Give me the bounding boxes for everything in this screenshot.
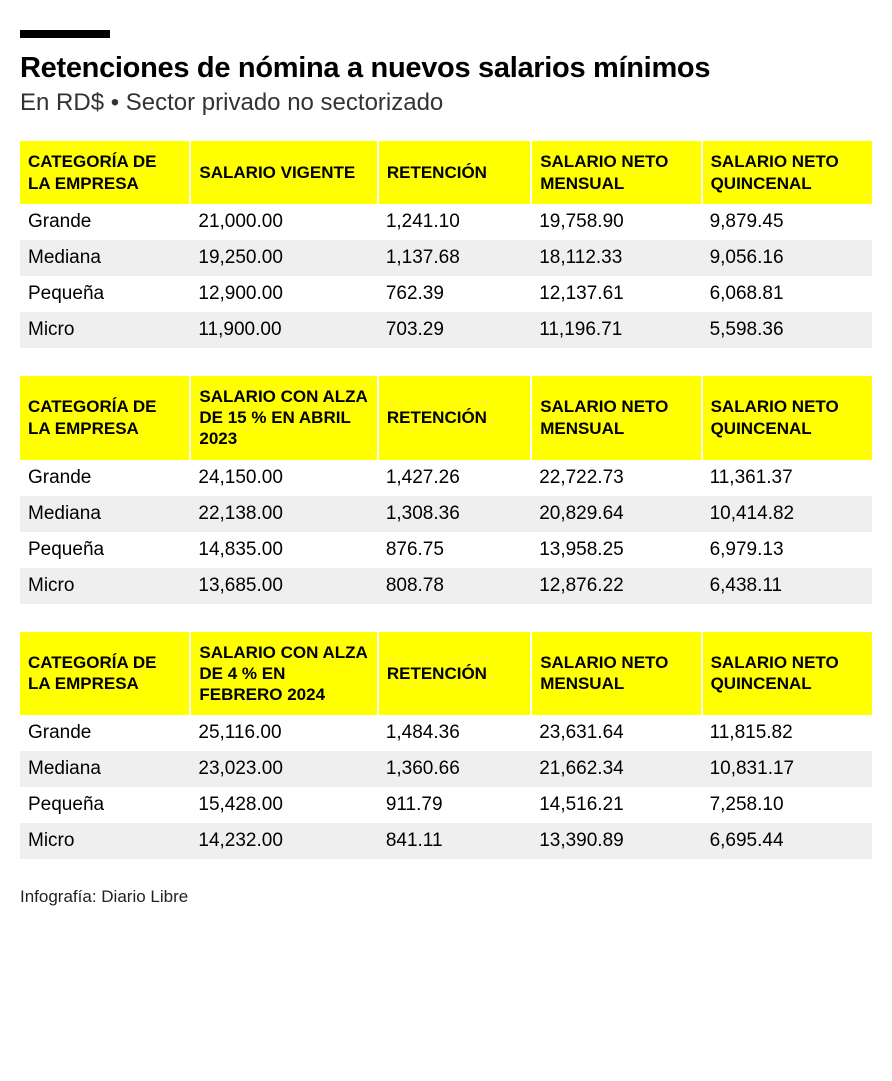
salary-table-2: CATEGORÍA DE LA EMPRESASALARIO CON ALZA … (20, 632, 872, 860)
value-cell: 15,428.00 (190, 787, 377, 823)
value-cell: 12,876.22 (531, 568, 701, 604)
value-cell: 6,979.13 (702, 532, 872, 568)
value-cell: 18,112.33 (531, 240, 701, 276)
value-cell: 25,116.00 (190, 715, 377, 751)
column-header: SALARIO NETO QUINCENAL (702, 376, 872, 460)
table-row: Mediana22,138.001,308.3620,829.6410,414.… (20, 496, 872, 532)
column-header: CATEGORÍA DE LA EMPRESA (20, 141, 190, 204)
value-cell: 6,438.11 (702, 568, 872, 604)
salary-table-0: CATEGORÍA DE LA EMPRESASALARIO VIGENTERE… (20, 141, 872, 348)
value-cell: 911.79 (378, 787, 531, 823)
category-cell: Pequeña (20, 532, 190, 568)
value-cell: 10,414.82 (702, 496, 872, 532)
value-cell: 14,232.00 (190, 823, 377, 859)
category-cell: Micro (20, 823, 190, 859)
table-row: Micro13,685.00808.7812,876.226,438.11 (20, 568, 872, 604)
value-cell: 11,196.71 (531, 312, 701, 348)
page-title: Retenciones de nómina a nuevos salarios … (20, 52, 872, 85)
table-row: Micro14,232.00841.1113,390.896,695.44 (20, 823, 872, 859)
column-header: SALARIO NETO QUINCENAL (702, 632, 872, 716)
value-cell: 1,484.36 (378, 715, 531, 751)
value-cell: 1,137.68 (378, 240, 531, 276)
value-cell: 876.75 (378, 532, 531, 568)
value-cell: 808.78 (378, 568, 531, 604)
value-cell: 19,250.00 (190, 240, 377, 276)
value-cell: 7,258.10 (702, 787, 872, 823)
table-row: Mediana19,250.001,137.6818,112.339,056.1… (20, 240, 872, 276)
category-cell: Grande (20, 204, 190, 240)
value-cell: 762.39 (378, 276, 531, 312)
value-cell: 22,722.73 (531, 460, 701, 496)
value-cell: 20,829.64 (531, 496, 701, 532)
table-row: Micro11,900.00703.2911,196.715,598.36 (20, 312, 872, 348)
value-cell: 24,150.00 (190, 460, 377, 496)
value-cell: 21,662.34 (531, 751, 701, 787)
value-cell: 12,137.61 (531, 276, 701, 312)
table-row: Grande25,116.001,484.3623,631.6411,815.8… (20, 715, 872, 751)
category-cell: Mediana (20, 240, 190, 276)
category-cell: Mediana (20, 496, 190, 532)
value-cell: 11,900.00 (190, 312, 377, 348)
salary-table-1: CATEGORÍA DE LA EMPRESASALARIO CON ALZA … (20, 376, 872, 604)
category-cell: Micro (20, 312, 190, 348)
value-cell: 14,516.21 (531, 787, 701, 823)
value-cell: 14,835.00 (190, 532, 377, 568)
accent-bar (20, 30, 110, 38)
column-header: SALARIO NETO MENSUAL (531, 632, 701, 716)
value-cell: 13,390.89 (531, 823, 701, 859)
value-cell: 1,427.26 (378, 460, 531, 496)
value-cell: 13,958.25 (531, 532, 701, 568)
column-header: CATEGORÍA DE LA EMPRESA (20, 632, 190, 716)
category-cell: Micro (20, 568, 190, 604)
column-header: RETENCIÓN (378, 141, 531, 204)
value-cell: 23,023.00 (190, 751, 377, 787)
value-cell: 10,831.17 (702, 751, 872, 787)
category-cell: Mediana (20, 751, 190, 787)
page-subtitle: En RD$ • Sector privado no sectorizado (20, 89, 872, 117)
value-cell: 23,631.64 (531, 715, 701, 751)
value-cell: 1,241.10 (378, 204, 531, 240)
column-header: RETENCIÓN (378, 632, 531, 716)
column-header: SALARIO CON ALZA DE 4 % EN FEBRERO 2024 (190, 632, 377, 716)
value-cell: 19,758.90 (531, 204, 701, 240)
value-cell: 13,685.00 (190, 568, 377, 604)
column-header: SALARIO CON ALZA DE 15 % EN ABRIL 2023 (190, 376, 377, 460)
table-row: Grande24,150.001,427.2622,722.7311,361.3… (20, 460, 872, 496)
value-cell: 21,000.00 (190, 204, 377, 240)
category-cell: Pequeña (20, 787, 190, 823)
value-cell: 841.11 (378, 823, 531, 859)
tables-container: CATEGORÍA DE LA EMPRESASALARIO VIGENTERE… (20, 141, 872, 859)
column-header: RETENCIÓN (378, 376, 531, 460)
value-cell: 1,360.66 (378, 751, 531, 787)
table-row: Pequeña12,900.00762.3912,137.616,068.81 (20, 276, 872, 312)
value-cell: 22,138.00 (190, 496, 377, 532)
column-header: SALARIO NETO QUINCENAL (702, 141, 872, 204)
column-header: SALARIO NETO MENSUAL (531, 376, 701, 460)
category-cell: Grande (20, 460, 190, 496)
value-cell: 12,900.00 (190, 276, 377, 312)
category-cell: Pequeña (20, 276, 190, 312)
table-row: Pequeña15,428.00911.7914,516.217,258.10 (20, 787, 872, 823)
category-cell: Grande (20, 715, 190, 751)
credit-line: Infografía: Diario Libre (20, 887, 872, 907)
value-cell: 6,695.44 (702, 823, 872, 859)
column-header: CATEGORÍA DE LA EMPRESA (20, 376, 190, 460)
table-row: Pequeña14,835.00876.7513,958.256,979.13 (20, 532, 872, 568)
table-row: Grande21,000.001,241.1019,758.909,879.45 (20, 204, 872, 240)
value-cell: 6,068.81 (702, 276, 872, 312)
column-header: SALARIO VIGENTE (190, 141, 377, 204)
value-cell: 5,598.36 (702, 312, 872, 348)
value-cell: 11,361.37 (702, 460, 872, 496)
column-header: SALARIO NETO MENSUAL (531, 141, 701, 204)
value-cell: 9,879.45 (702, 204, 872, 240)
value-cell: 1,308.36 (378, 496, 531, 532)
value-cell: 9,056.16 (702, 240, 872, 276)
table-row: Mediana23,023.001,360.6621,662.3410,831.… (20, 751, 872, 787)
value-cell: 703.29 (378, 312, 531, 348)
value-cell: 11,815.82 (702, 715, 872, 751)
